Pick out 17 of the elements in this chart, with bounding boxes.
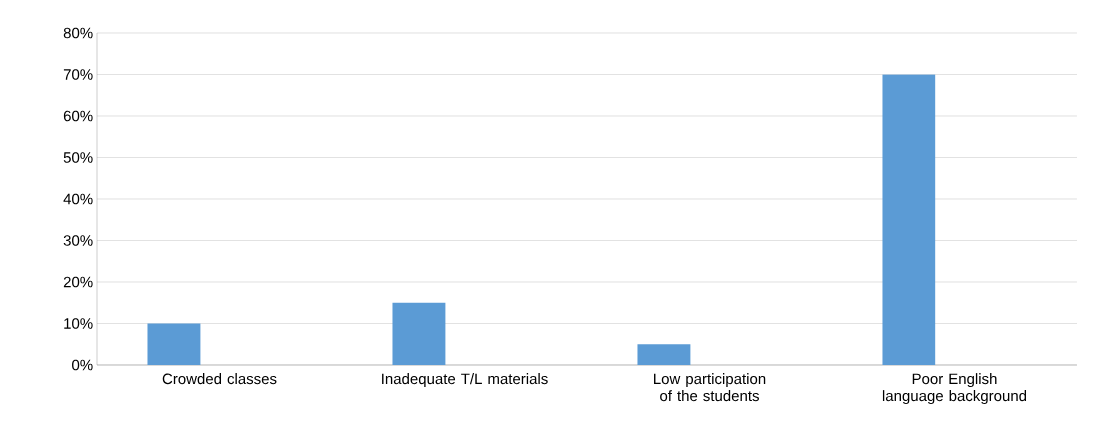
y-tick-label: 40% xyxy=(63,193,93,205)
x-tick-label: Poor English language background xyxy=(882,373,1027,405)
y-tick-label: 50% xyxy=(63,152,93,163)
x-tick-label: Crowded classes xyxy=(162,373,277,385)
y-tick-label: 0% xyxy=(72,359,93,371)
x-tick-label: Low participation of the students xyxy=(654,373,766,402)
y-tick-label: 60% xyxy=(63,110,93,122)
y-tick-label: 20% xyxy=(63,276,93,288)
bar xyxy=(882,74,936,365)
y-tick-label: 80% xyxy=(63,27,93,39)
bar xyxy=(147,323,201,365)
bar xyxy=(392,302,446,365)
y-tick-label: 10% xyxy=(64,318,93,329)
bar xyxy=(637,344,691,365)
y-tick-label: 70% xyxy=(63,69,93,80)
x-tick-label: Inadequate T/L materials xyxy=(382,373,548,388)
y-tick-label: 30% xyxy=(63,235,93,246)
